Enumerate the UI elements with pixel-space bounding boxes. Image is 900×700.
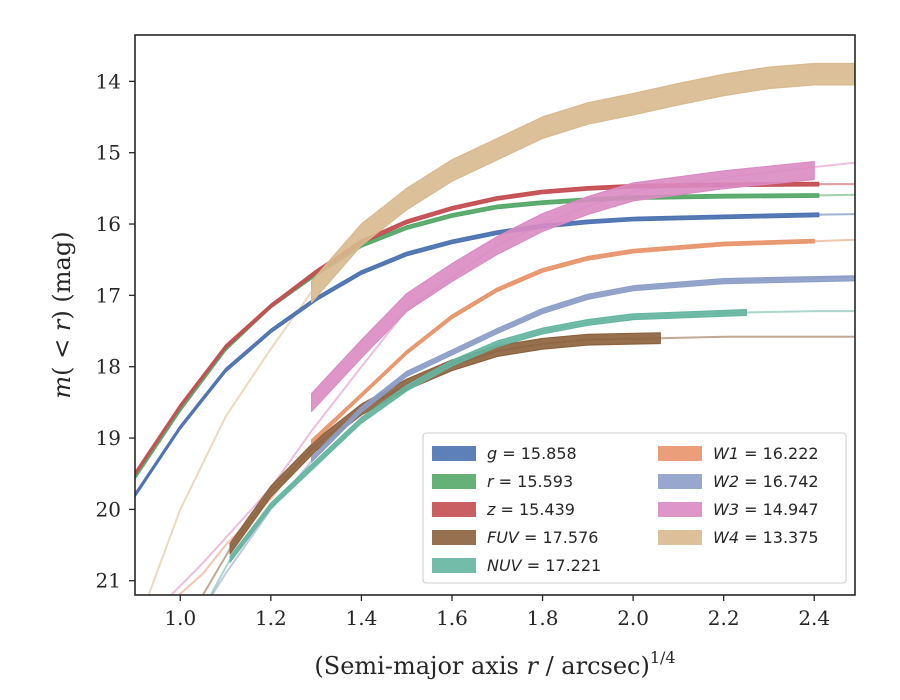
y-tick-label: 21 (96, 569, 121, 593)
x-tick-label: 2.0 (617, 606, 649, 630)
y-tick-label: 17 (96, 283, 121, 307)
y-tick-label: 20 (96, 497, 121, 521)
x-tick-label: 2.2 (708, 606, 740, 630)
series-w4-curve (147, 291, 313, 595)
legend-label-r: r = 15.593 (487, 472, 573, 491)
legend-label-nuv: NUV = 17.221 (487, 556, 601, 575)
series-layer (135, 62, 855, 595)
x-tick-label: 1.6 (436, 606, 468, 630)
x-axis-ticks: 1.0 1.2 1.4 1.6 1.8 2.0 2.2 2.4 (164, 595, 830, 630)
y-tick-label: 16 (96, 212, 121, 236)
x-tick-label: 1.0 (164, 606, 196, 630)
legend-label-g: g = 15.858 (487, 444, 577, 463)
legend-label-z: z = 15.439 (486, 500, 575, 519)
legend-label-w1: W1 = 16.222 (713, 444, 819, 463)
x-axis-label: (Semi-major axis r / arcsec)1/4 (314, 648, 675, 680)
x-tick-label: 1.2 (255, 606, 287, 630)
legend-swatch-w3 (658, 502, 702, 517)
y-tick-label: 19 (96, 426, 121, 450)
legend-swatch-w4 (658, 530, 702, 545)
y-axis-ticks: 14 15 16 17 18 19 20 21 (96, 69, 135, 593)
y-tick-label: 14 (96, 69, 121, 93)
legend-swatch-r (432, 474, 476, 489)
legend-swatch-w2 (658, 474, 702, 489)
legend-swatch-g (432, 446, 476, 461)
y-axis-label: m( < r) (mag) (48, 231, 76, 398)
legend-swatch-w1 (658, 446, 702, 461)
x-tick-label: 1.4 (346, 606, 378, 630)
legend-swatch-fuv (432, 530, 476, 545)
series-w4-band (311, 62, 855, 304)
legend-swatch-z (432, 502, 476, 517)
legend-swatch-nuv (432, 558, 476, 573)
x-tick-label: 2.4 (798, 606, 830, 630)
series-w1-band (311, 238, 815, 444)
legend: g = 15.858 r = 15.593 z = 15.439 FUV = 17.5… (422, 432, 847, 584)
series-nuv-band (229, 309, 747, 563)
legend-label-w2: W2 = 16.742 (713, 472, 819, 491)
y-tick-label: 18 (96, 355, 121, 379)
y-tick-label: 15 (96, 141, 121, 165)
legend-label-fuv: FUV = 17.576 (487, 528, 598, 547)
legend-label-w3: W3 = 14.947 (713, 500, 819, 519)
plot-frame (134, 34, 856, 596)
series-w2-band (311, 275, 855, 463)
legend-label-w4: W4 = 13.375 (713, 528, 819, 547)
series-g-band (135, 212, 820, 498)
legend-frame (422, 432, 847, 584)
series-w3-band (311, 161, 815, 412)
x-tick-label: 1.8 (527, 606, 559, 630)
